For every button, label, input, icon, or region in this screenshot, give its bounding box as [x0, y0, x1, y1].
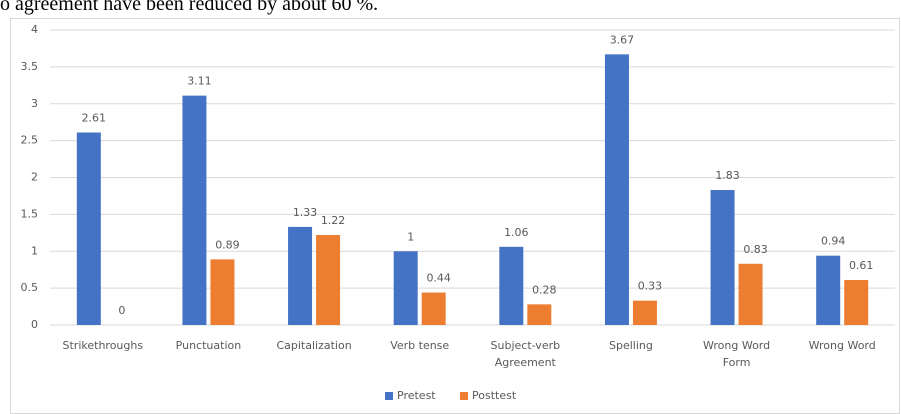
bar [288, 227, 312, 325]
label-line: Agreement [495, 356, 557, 369]
bar [77, 133, 101, 325]
data-label: 0.33 [638, 280, 663, 293]
page: o agreement have been reduced by about 6… [0, 0, 901, 414]
y-tick-label: 1.5 [21, 207, 39, 220]
legend-swatch [385, 392, 393, 400]
bar [739, 264, 763, 325]
x-tick-label: Capitalization [276, 339, 351, 352]
data-label: 1.06 [504, 226, 529, 239]
y-tick-label: 0 [31, 318, 38, 331]
bar [844, 280, 868, 325]
y-tick-label: 4 [31, 23, 38, 36]
x-tick-label: Punctuation [176, 339, 242, 352]
legend-label: Posttest [472, 389, 517, 402]
legend-label: Pretest [397, 389, 436, 402]
y-tick-label: 2 [31, 171, 38, 184]
y-tick-label: 3 [31, 97, 38, 110]
legend-swatch [460, 392, 468, 400]
data-label: 1.22 [321, 214, 346, 227]
bar [711, 190, 735, 325]
data-label: 0.44 [426, 272, 451, 285]
bar [422, 293, 446, 325]
data-label: 0.94 [821, 235, 846, 248]
label-line: Form [723, 356, 751, 369]
label-line: Subject-verb [491, 339, 561, 352]
y-tick-label: 0.5 [21, 281, 39, 294]
data-label: 2.61 [82, 112, 107, 125]
y-tick-label: 2.5 [21, 134, 39, 147]
bar [394, 251, 418, 325]
caption: o agreement have been reduced by about 6… [0, 0, 378, 15]
data-label: 0.28 [532, 283, 557, 296]
bar [527, 304, 551, 325]
x-tick-label: Strikethroughs [63, 339, 144, 352]
x-tick-label: Wrong Word [809, 339, 876, 352]
bar [633, 301, 657, 325]
data-label: 0.61 [849, 259, 874, 272]
data-label: 3.67 [610, 33, 635, 46]
bar [816, 256, 840, 325]
bar [605, 54, 629, 325]
y-tick-label: 3.5 [21, 60, 39, 73]
x-tick-label: Verb tense [390, 339, 449, 352]
chart: o agreement have been reduced by about 6… [0, 0, 901, 414]
bar [499, 247, 523, 325]
data-label: 0 [118, 304, 125, 317]
data-label: 0.89 [215, 238, 240, 251]
bar [210, 259, 234, 325]
label-line: Wrong Word [703, 339, 770, 352]
bar [316, 235, 340, 325]
data-label: 1.33 [293, 206, 318, 219]
data-label: 0.83 [743, 243, 768, 256]
data-label: 1 [407, 230, 414, 243]
data-label: 1.83 [715, 169, 740, 182]
data-label: 3.11 [187, 75, 212, 88]
bar [182, 96, 206, 325]
x-tick-label: Spelling [609, 339, 653, 352]
y-tick-label: 1 [31, 244, 38, 257]
chart-frame [11, 19, 900, 414]
